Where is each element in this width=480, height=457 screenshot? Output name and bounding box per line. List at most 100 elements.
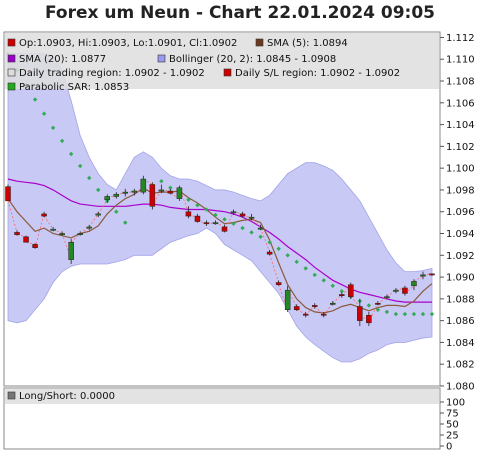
sma20-line bbox=[7, 178, 432, 303]
candle-body bbox=[239, 213, 246, 217]
sar-point bbox=[96, 187, 101, 193]
legend-label: Bollinger (20, 2): 1.0845 - 1.0908 bbox=[169, 54, 336, 65]
candle-body bbox=[5, 186, 11, 202]
candle-body bbox=[203, 222, 210, 225]
chart-title: Forex um Neun - Chart 22.01.2024 09:05 bbox=[44, 3, 436, 23]
sar-point bbox=[285, 253, 290, 258]
close-connector bbox=[260, 227, 270, 253]
candle-body bbox=[257, 227, 264, 230]
candle-body bbox=[122, 191, 129, 194]
close-connector bbox=[16, 234, 27, 238]
close-connector bbox=[224, 211, 234, 232]
legend-swatch bbox=[223, 68, 232, 77]
sar-point bbox=[393, 311, 399, 317]
candle-body bbox=[212, 222, 219, 225]
candle-body bbox=[348, 284, 354, 297]
close-connector bbox=[34, 213, 45, 248]
sar-point bbox=[186, 197, 191, 202]
sar-point bbox=[420, 311, 426, 317]
sar-point bbox=[267, 240, 272, 245]
close-connector bbox=[269, 254, 280, 283]
candle-body bbox=[411, 281, 417, 287]
legend-label: Daily S/L region: 1.0902 - 1.0902 bbox=[235, 68, 400, 79]
lower-y-tick-label: 50 bbox=[446, 420, 459, 431]
sar-point bbox=[321, 278, 326, 283]
lower-y-tick-label: 25 bbox=[446, 431, 459, 442]
legend-box bbox=[5, 33, 439, 89]
legend-swatch bbox=[255, 38, 264, 47]
candle-body bbox=[275, 282, 282, 285]
sar-point bbox=[77, 163, 83, 169]
sar-point bbox=[258, 234, 263, 239]
legend-swatch bbox=[7, 82, 16, 91]
sar-point bbox=[231, 221, 236, 226]
legend-label: Parabolic SAR: 1.0853 bbox=[19, 82, 129, 93]
candle-body bbox=[32, 244, 38, 248]
candle-body bbox=[95, 213, 101, 216]
close-connector bbox=[395, 287, 406, 291]
lower-y-tick-label: 0 bbox=[446, 442, 452, 453]
lower-legend-box bbox=[5, 389, 439, 404]
legend-swatch bbox=[7, 54, 16, 63]
y-tick-label: 1.086 bbox=[446, 316, 475, 327]
sma20-path bbox=[7, 178, 432, 303]
lower-y-tick-label: 75 bbox=[446, 409, 459, 420]
candle-body bbox=[113, 194, 120, 197]
y-tick-label: 1.092 bbox=[446, 251, 475, 262]
sar-point bbox=[330, 283, 335, 288]
candle-body bbox=[194, 215, 201, 222]
candle-body bbox=[86, 226, 92, 229]
candle-body bbox=[384, 296, 390, 299]
y-tick-label: 1.094 bbox=[446, 229, 475, 240]
sar-point bbox=[204, 207, 209, 212]
y-tick-label: 1.088 bbox=[446, 294, 475, 305]
close-connector bbox=[287, 289, 298, 307]
legend-swatch bbox=[7, 68, 16, 77]
candle-body bbox=[59, 233, 65, 235]
close-connector bbox=[413, 275, 424, 282]
candle-body bbox=[339, 294, 345, 296]
sar-point bbox=[123, 220, 128, 225]
sar-point bbox=[114, 209, 119, 214]
candle-body bbox=[50, 228, 56, 231]
candle-body bbox=[185, 211, 192, 217]
close-connector bbox=[25, 241, 36, 245]
legend-label: Daily trading region: 1.0902 - 1.0902 bbox=[19, 68, 205, 79]
candle-body bbox=[77, 233, 83, 235]
sar-point bbox=[384, 309, 390, 315]
candle-body bbox=[366, 314, 372, 324]
close-connector bbox=[43, 215, 54, 230]
sar-point bbox=[339, 289, 344, 294]
candle-body bbox=[420, 274, 426, 277]
sar-point bbox=[240, 225, 245, 231]
candlesticks bbox=[5, 175, 435, 327]
close-connector bbox=[323, 302, 334, 316]
lower-y-tick-label: 100 bbox=[446, 398, 465, 409]
close-connector bbox=[368, 303, 379, 323]
candle-body bbox=[357, 306, 363, 321]
sar-point bbox=[366, 303, 372, 308]
y-tick-label: 1.080 bbox=[446, 382, 475, 393]
candle-body bbox=[221, 226, 228, 232]
candle-body bbox=[41, 213, 47, 217]
sar-point bbox=[222, 217, 227, 222]
close-connector bbox=[7, 200, 18, 233]
candle-body bbox=[149, 184, 156, 207]
legend-label: Op:1.0903, Hi:1.0903, Lo:1.0901, Cl:1.09… bbox=[19, 38, 237, 49]
y-tick-label: 1.102 bbox=[446, 142, 475, 153]
y-tick-label: 1.100 bbox=[446, 164, 475, 175]
candle-body bbox=[302, 313, 309, 316]
candle-body bbox=[68, 241, 74, 260]
sar-point bbox=[294, 259, 299, 265]
y-tick-label: 1.110 bbox=[446, 55, 475, 66]
close-connector bbox=[278, 284, 289, 310]
close-connector bbox=[61, 233, 72, 260]
lower-legend-label: Long/Short: 0.0000 bbox=[19, 391, 115, 402]
sar-point bbox=[159, 179, 164, 184]
y-tick-label: 1.112 bbox=[446, 33, 475, 44]
candle-body bbox=[140, 178, 147, 193]
legend-label: SMA (20): 1.0877 bbox=[19, 54, 106, 65]
candle-body bbox=[266, 251, 273, 255]
candle-body bbox=[23, 236, 29, 243]
sar-point bbox=[68, 151, 74, 157]
